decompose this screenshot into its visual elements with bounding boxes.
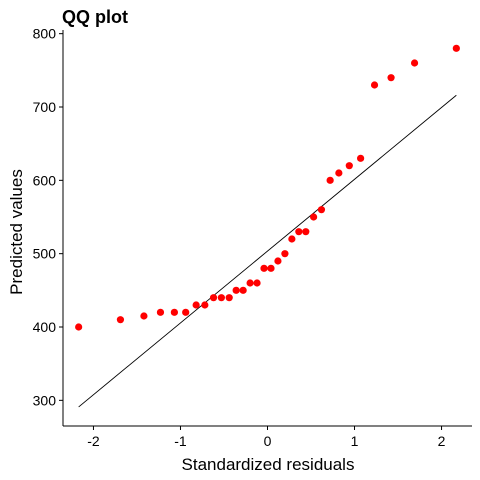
data-point bbox=[345, 162, 353, 170]
data-point bbox=[288, 235, 296, 243]
x-tick-label: 0 bbox=[264, 433, 272, 449]
x-tick-label: 2 bbox=[438, 433, 446, 449]
y-axis-label: Predicted values bbox=[7, 169, 26, 295]
x-tick-label: 1 bbox=[351, 433, 359, 449]
chart-title: QQ plot bbox=[62, 7, 128, 27]
data-point bbox=[246, 279, 254, 287]
data-point bbox=[326, 176, 334, 184]
data-point bbox=[225, 294, 233, 302]
reference-line bbox=[78, 94, 457, 408]
data-point bbox=[253, 279, 261, 287]
data-point bbox=[410, 59, 419, 67]
y-tick-label: 400 bbox=[33, 319, 57, 335]
data-point bbox=[75, 323, 83, 331]
data-point bbox=[295, 228, 303, 236]
data-point bbox=[217, 294, 225, 302]
data-point bbox=[317, 206, 326, 214]
data-point bbox=[232, 286, 240, 294]
data-point bbox=[267, 264, 275, 272]
data-point bbox=[239, 286, 247, 294]
y-tick-label: 500 bbox=[33, 246, 57, 262]
data-point bbox=[116, 316, 125, 324]
plot-area: -2 -1 0 1 2 300 400 500 600 700 800 bbox=[33, 26, 472, 449]
data-point bbox=[281, 250, 289, 258]
y-tick-label: 700 bbox=[33, 99, 57, 115]
x-tick-label: -2 bbox=[87, 433, 100, 449]
data-point bbox=[335, 169, 343, 177]
x-tick-label: -1 bbox=[174, 433, 187, 449]
data-point bbox=[170, 308, 178, 316]
data-point bbox=[274, 257, 282, 265]
y-tick-label: 300 bbox=[33, 392, 57, 408]
data-point bbox=[209, 294, 218, 302]
data-points bbox=[75, 44, 460, 331]
y-tick-label: 800 bbox=[33, 26, 57, 42]
data-point bbox=[182, 308, 190, 316]
x-axis-label: Standardized residuals bbox=[182, 455, 355, 474]
data-point bbox=[310, 213, 318, 221]
y-axis-ticks: 300 400 500 600 700 800 bbox=[33, 26, 63, 408]
y-tick-label: 600 bbox=[33, 172, 57, 188]
data-point bbox=[260, 264, 268, 272]
data-point bbox=[201, 301, 209, 309]
x-axis-ticks: -2 -1 0 1 2 bbox=[87, 426, 446, 449]
data-point bbox=[302, 228, 310, 236]
data-point bbox=[140, 312, 148, 320]
data-point bbox=[370, 81, 379, 89]
data-point bbox=[156, 308, 165, 316]
data-point bbox=[387, 74, 395, 82]
data-point bbox=[192, 301, 200, 309]
data-point bbox=[452, 44, 460, 52]
data-point bbox=[357, 154, 365, 162]
